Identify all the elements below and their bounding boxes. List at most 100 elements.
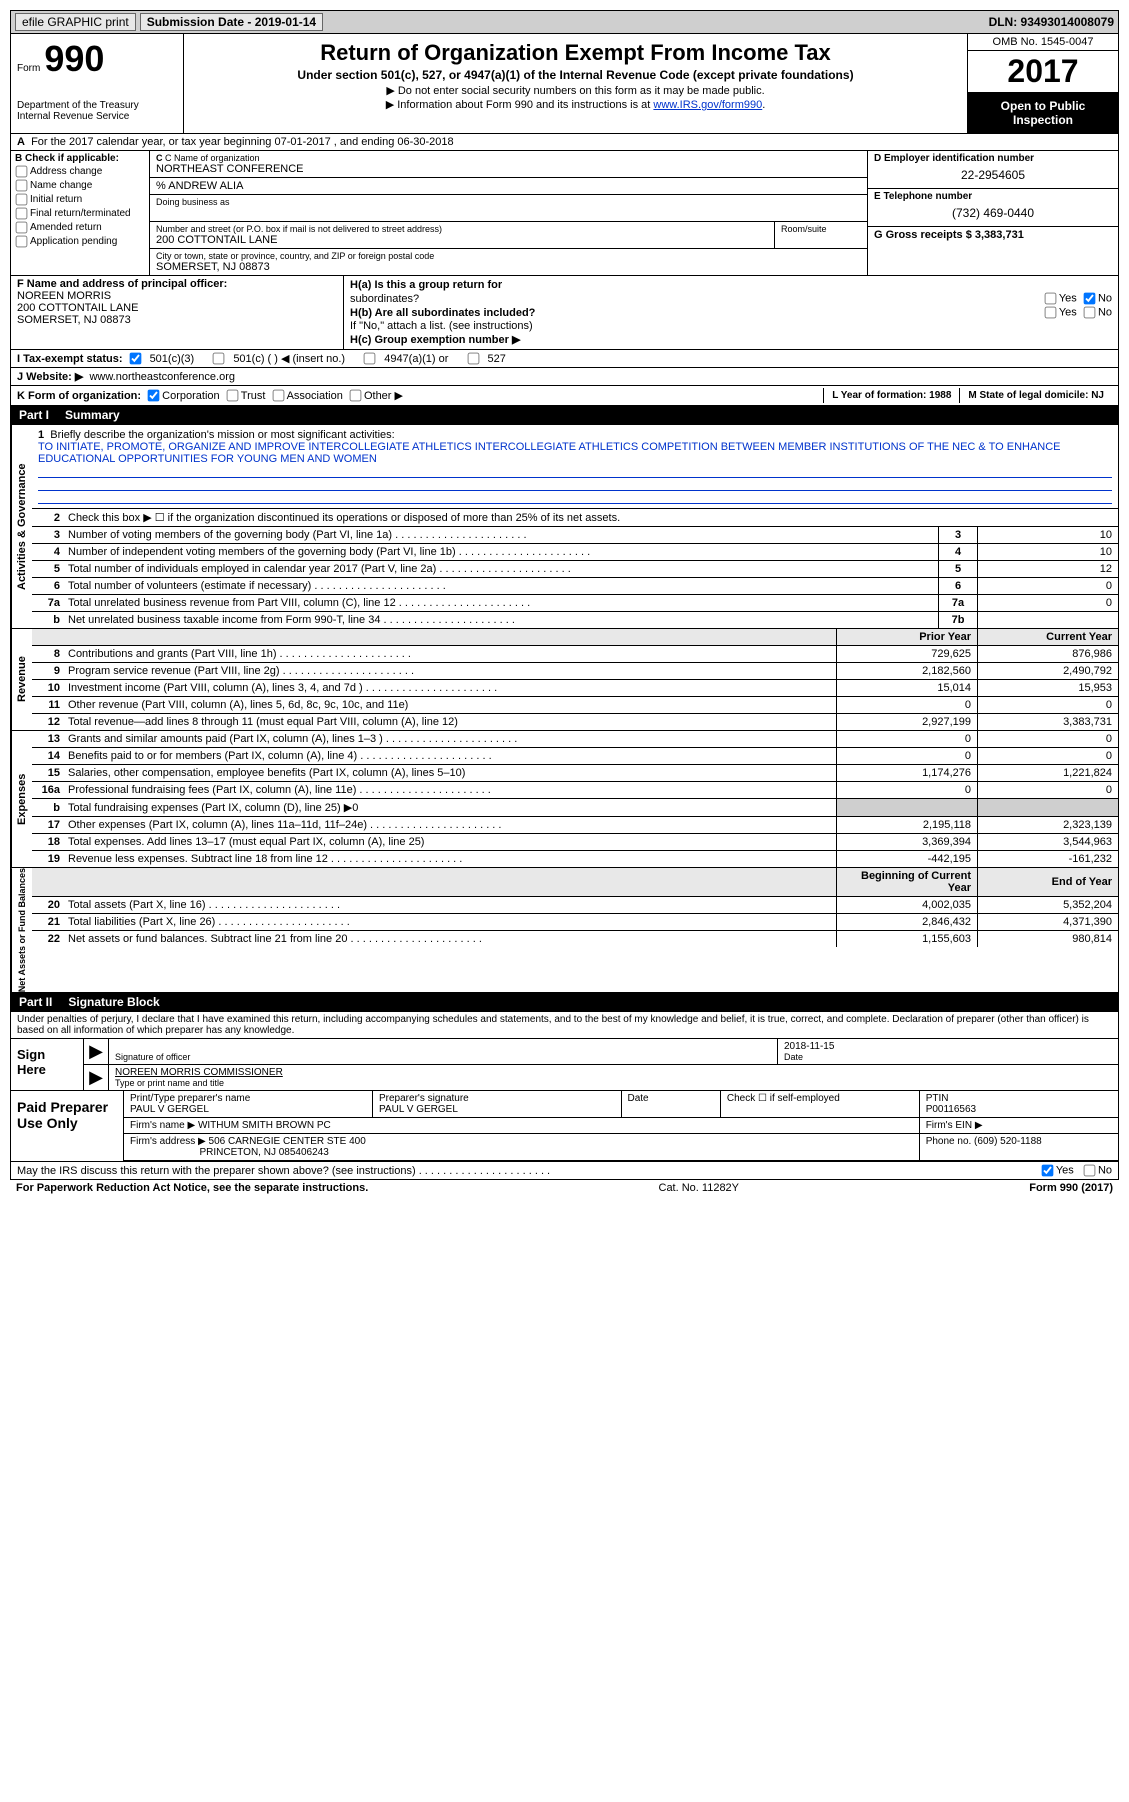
- ha-no[interactable]: [1084, 293, 1096, 305]
- preparer-sig: PAUL V GERGEL: [379, 1104, 615, 1115]
- hb-yes[interactable]: [1045, 307, 1057, 319]
- line-21: Total liabilities (Part X, line 26): [64, 914, 837, 931]
- gross-receipts: G Gross receipts $ 3,383,731: [874, 229, 1112, 241]
- line-7a: Total unrelated business revenue from Pa…: [64, 595, 939, 612]
- cb-501c3[interactable]: [129, 353, 141, 365]
- discuss-text: May the IRS discuss this return with the…: [17, 1165, 550, 1177]
- officer-name: NOREEN MORRIS: [17, 290, 337, 302]
- part1-header: Part I Summary: [10, 406, 1119, 425]
- cb-trust[interactable]: [226, 390, 238, 402]
- efile-button[interactable]: efile GRAPHIC print: [15, 13, 136, 31]
- dept-irs: Internal Revenue Service: [17, 111, 177, 122]
- side-label-activities: Activities & Governance: [11, 425, 32, 628]
- cb-amended-return[interactable]: Amended return: [15, 221, 145, 234]
- open-public-badge: Open to Public Inspection: [968, 93, 1118, 133]
- line-k-label: K Form of organization:: [17, 390, 141, 402]
- line-13: Grants and similar amounts paid (Part IX…: [64, 731, 837, 748]
- cb-other[interactable]: [350, 390, 362, 402]
- cb-4947[interactable]: [364, 353, 376, 365]
- omb-number: OMB No. 1545-0047: [968, 34, 1118, 51]
- ha-label: H(a) Is this a group return for: [350, 279, 502, 291]
- printed-name-label: Type or print name and title: [115, 1078, 1112, 1088]
- sign-here-label: Sign Here: [11, 1039, 84, 1090]
- dba-label: Doing business as: [156, 197, 861, 207]
- line-19: Revenue less expenses. Subtract line 18 …: [64, 851, 837, 868]
- header-end-year: End of Year: [978, 868, 1119, 897]
- line-17: Other expenses (Part IX, column (A), lin…: [64, 817, 837, 834]
- line-8: Contributions and grants (Part VIII, lin…: [64, 646, 837, 663]
- header-current-year: Current Year: [978, 629, 1119, 646]
- note-info: Information about Form 990 and its instr…: [192, 98, 959, 111]
- ha-yes[interactable]: [1045, 293, 1057, 305]
- city-state-zip: SOMERSET, NJ 08873: [156, 261, 861, 273]
- org-name-label: C C Name of organization: [156, 153, 861, 163]
- cb-final-return[interactable]: Final return/terminated: [15, 207, 145, 220]
- footer-catno: Cat. No. 11282Y: [368, 1182, 1029, 1194]
- arrow-icon: ▶: [84, 1065, 108, 1090]
- line-7a-val: 0: [978, 595, 1119, 612]
- header-beginning: Beginning of Current Year: [837, 868, 978, 897]
- box-b-header: B Check if applicable:: [15, 153, 145, 164]
- footer-formno: Form 990 (2017): [1029, 1182, 1113, 1194]
- line-3: Number of voting members of the governin…: [64, 527, 939, 544]
- cb-name-change[interactable]: Name change: [15, 179, 145, 192]
- care-of: % ANDREW ALIA: [156, 180, 861, 192]
- firm-addr1: 506 CARNEGIE CENTER STE 400: [209, 1136, 366, 1147]
- line-16b: Total fundraising expenses (Part IX, col…: [64, 799, 837, 817]
- line-4-val: 10: [978, 544, 1119, 561]
- dln-label: DLN: 93493014008079: [989, 15, 1114, 29]
- line-15: Salaries, other compensation, employee b…: [64, 765, 837, 782]
- line-2: Check this box ▶ ☐ if the organization d…: [64, 509, 1118, 527]
- arrow-icon: ▶: [84, 1039, 108, 1064]
- form-word: Form: [17, 63, 40, 74]
- cb-address-change[interactable]: Address change: [15, 165, 145, 178]
- cb-527[interactable]: [467, 353, 479, 365]
- line-7b-val: [978, 612, 1119, 629]
- tel-label: E Telephone number: [874, 191, 1112, 202]
- cb-application-pending[interactable]: Application pending: [15, 235, 145, 248]
- officer-addr2: SOMERSET, NJ 08873: [17, 314, 337, 326]
- line-12: Total revenue—add lines 8 through 11 (mu…: [64, 714, 837, 731]
- cb-initial-return[interactable]: Initial return: [15, 193, 145, 206]
- line-11: Other revenue (Part VIII, column (A), li…: [64, 697, 837, 714]
- line-20: Total assets (Part X, line 16): [64, 897, 837, 914]
- firm-name: WITHUM SMITH BROWN PC: [198, 1120, 331, 1131]
- cb-501c[interactable]: [213, 353, 225, 365]
- form-header: Form 990 Department of the Treasury Inte…: [10, 34, 1119, 134]
- room-label: Room/suite: [781, 224, 861, 234]
- ein-value: 22-2954605: [874, 164, 1112, 186]
- header-prior-year: Prior Year: [837, 629, 978, 646]
- cb-association[interactable]: [272, 390, 284, 402]
- part2-header: Part II Signature Block: [10, 993, 1119, 1012]
- line-18: Total expenses. Add lines 13–17 (must eq…: [64, 834, 837, 851]
- note-ssn: Do not enter social security numbers on …: [192, 84, 959, 97]
- city-label: City or town, state or province, country…: [156, 251, 861, 261]
- line-i-label: I Tax-exempt status:: [17, 353, 123, 365]
- firm-phone: Phone no. (609) 520-1188: [919, 1134, 1118, 1161]
- side-label-expenses: Expenses: [11, 731, 32, 867]
- hb-no[interactable]: [1084, 307, 1096, 319]
- discuss-no[interactable]: [1084, 1165, 1096, 1177]
- line-6: Total number of volunteers (estimate if …: [64, 578, 939, 595]
- hc-label: H(c) Group exemption number ▶: [350, 333, 520, 346]
- officer-printed-name: NOREEN MORRIS COMMISSIONER: [115, 1067, 1112, 1078]
- ha-sub: subordinates?: [350, 293, 419, 305]
- ptin: P00116563: [926, 1104, 1112, 1115]
- line-5-val: 12: [978, 561, 1119, 578]
- preparer-name: PAUL V GERGEL: [130, 1104, 366, 1115]
- line-22: Net assets or fund balances. Subtract li…: [64, 931, 837, 948]
- hb-label: H(b) Are all subordinates included?: [350, 307, 535, 319]
- side-label-revenue: Revenue: [11, 629, 32, 730]
- sig-officer-label: Signature of officer: [115, 1052, 771, 1062]
- submission-date: Submission Date - 2019-01-14: [140, 13, 323, 31]
- line-16a: Professional fundraising fees (Part IX, …: [64, 782, 837, 799]
- org-name: NORTHEAST CONFERENCE: [156, 163, 861, 175]
- self-employed-check[interactable]: Check ☐ if self-employed: [727, 1093, 913, 1104]
- irs-link[interactable]: www.IRS.gov/form990: [653, 99, 762, 111]
- form-subtitle: Under section 501(c), 527, or 4947(a)(1)…: [192, 68, 959, 82]
- hb-note: If "No," attach a list. (see instruction…: [350, 320, 533, 332]
- sig-date: 2018-11-15: [784, 1041, 1112, 1052]
- line-6-val: 0: [978, 578, 1119, 595]
- discuss-yes[interactable]: [1041, 1165, 1053, 1177]
- cb-corporation[interactable]: [148, 390, 160, 402]
